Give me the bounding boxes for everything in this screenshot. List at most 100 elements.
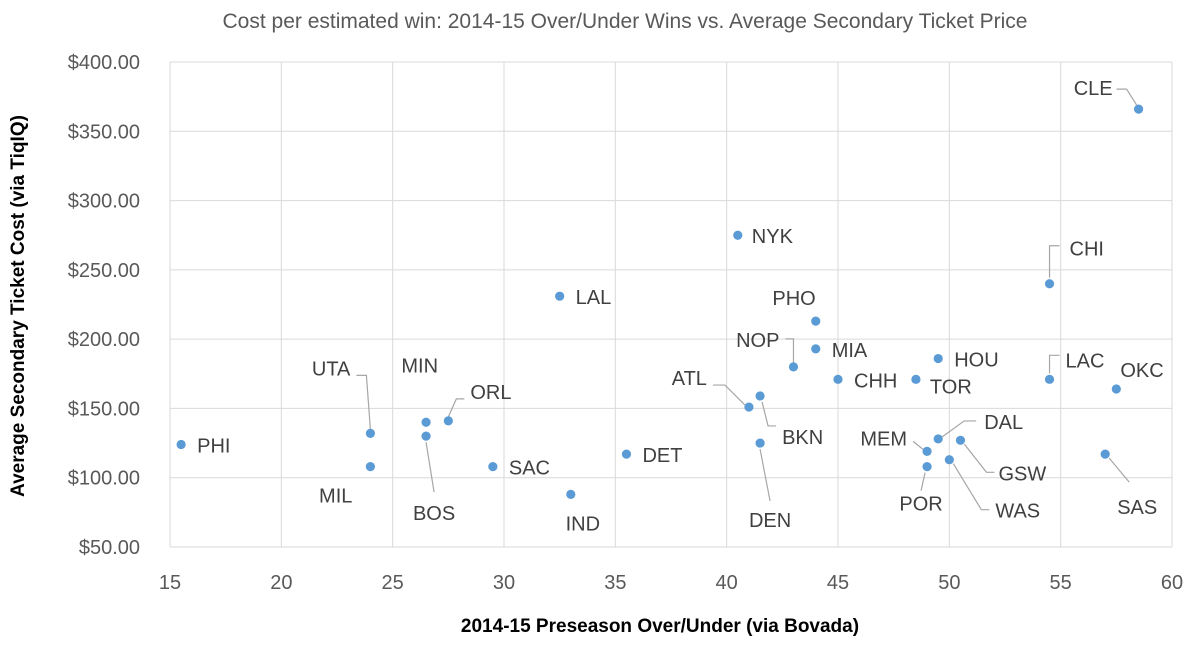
data-point-orl — [443, 416, 453, 426]
point-label-uta: UTA — [312, 358, 351, 380]
data-point-mil — [365, 462, 375, 472]
point-label-bkn: BKN — [782, 427, 823, 449]
leader-line-lac — [1048, 354, 1060, 374]
leader-line-mem — [912, 440, 924, 450]
y-tick-label: $150.00 — [68, 398, 140, 420]
point-label-hou: HOU — [954, 350, 998, 372]
y-tick-label: $100.00 — [68, 468, 140, 490]
x-tick-label: 30 — [493, 572, 515, 594]
data-point-sac — [488, 462, 498, 472]
leader-line-uta — [356, 374, 371, 430]
point-label-det: DET — [642, 445, 682, 467]
data-point-mia — [811, 344, 821, 354]
point-label-chh: CHH — [854, 370, 897, 392]
grid-lines — [169, 61, 1173, 548]
point-label-chi: CHI — [1070, 239, 1104, 261]
data-point-lac — [1044, 374, 1055, 384]
y-tick-label: $50.00 — [79, 537, 140, 559]
point-label-atl: ATL — [672, 368, 707, 390]
point-label-tor: TOR — [930, 376, 972, 398]
data-point-uta — [365, 428, 375, 438]
data-point-cle — [1134, 104, 1144, 114]
leader-line-den — [759, 448, 771, 502]
leader-line-dal — [941, 420, 977, 438]
chart-title: Cost per estimated win: 2014-15 Over/Und… — [223, 10, 1028, 33]
x-tick-label: 35 — [604, 572, 626, 594]
data-points — [176, 104, 1144, 499]
point-label-min: MIN — [401, 355, 438, 377]
data-point-was — [944, 455, 954, 465]
point-labels: PHI UTA MIL MIN BOS ORL SAC LAL IND DET NYK ATL BKN D… — [197, 78, 1164, 535]
point-label-bos: BOS — [413, 503, 455, 525]
point-label-orl: ORL — [470, 382, 511, 404]
x-tick-label: 50 — [938, 572, 960, 594]
leader-line-chi — [1048, 245, 1060, 278]
point-label-nop: NOP — [736, 330, 779, 352]
data-point-tor — [911, 374, 921, 384]
point-label-mil: MIL — [319, 486, 352, 508]
data-point-okc — [1111, 384, 1121, 394]
leader-line-nop — [785, 338, 795, 363]
y-tick-label: $200.00 — [68, 329, 140, 351]
point-label-lal: LAL — [576, 287, 612, 309]
point-label-lac: LAC — [1066, 350, 1105, 372]
x-tick-label: 45 — [827, 572, 849, 594]
y-tick-label: $400.00 — [68, 52, 140, 74]
data-point-chi — [1044, 279, 1055, 289]
data-point-mem — [922, 446, 932, 456]
data-point-nyk — [733, 230, 743, 240]
x-tick-label: 60 — [1161, 572, 1183, 594]
x-tick-label: 25 — [382, 572, 404, 594]
data-point-ind — [566, 489, 576, 499]
data-point-bkn — [755, 391, 765, 401]
point-label-nyk: NYK — [752, 226, 794, 248]
data-point-por — [922, 462, 932, 472]
data-point-bos — [421, 431, 431, 441]
data-point-min — [421, 417, 431, 427]
point-label-phi: PHI — [197, 435, 230, 457]
x-tick-label: 15 — [159, 572, 181, 594]
point-label-cle: CLE — [1074, 78, 1113, 100]
y-tick-label: $250.00 — [68, 260, 140, 282]
point-label-ind: IND — [566, 513, 600, 535]
point-label-sac: SAC — [509, 458, 550, 480]
point-label-por: POR — [899, 494, 942, 516]
y-tick-label: $300.00 — [68, 191, 140, 213]
point-label-dal: DAL — [984, 412, 1023, 434]
point-label-pho: PHO — [772, 288, 815, 310]
data-point-chh — [833, 374, 843, 384]
data-point-gsw — [955, 435, 966, 445]
leader-line-atl — [712, 384, 746, 406]
x-tick-label: 20 — [270, 572, 292, 594]
leader-line-gsw — [963, 443, 995, 473]
point-label-den: DEN — [749, 510, 791, 532]
leader-line-bkn — [761, 401, 777, 427]
x-tick-label: 40 — [716, 572, 738, 594]
x-tick-label: 55 — [1050, 572, 1072, 594]
point-label-mem: MEM — [860, 428, 907, 450]
leader-line-cle — [1116, 88, 1138, 106]
leader-line-bos — [425, 442, 435, 493]
point-label-okc: OKC — [1120, 360, 1163, 382]
data-point-nop — [788, 362, 799, 372]
leader-line-orl — [447, 398, 465, 418]
data-point-atl — [744, 402, 754, 412]
data-point-hou — [933, 353, 943, 364]
y-axis-title: Average Secondary Ticket Cost (via TiqIQ… — [8, 115, 29, 497]
leader-line-was — [952, 463, 990, 511]
data-point-den — [755, 438, 765, 448]
data-point-pho — [811, 316, 821, 326]
tick-labels: 15 20 25 30 35 40 45 50 55 60 $50.00 $100.00 $150.00… — [68, 52, 1183, 594]
point-label-gsw: GSW — [998, 463, 1046, 485]
y-tick-label: $350.00 — [68, 121, 140, 143]
data-point-det — [621, 449, 632, 459]
leader-line-sas — [1108, 457, 1130, 483]
data-point-sas — [1100, 449, 1110, 459]
label-leader-lines — [356, 88, 1138, 511]
point-label-sas: SAS — [1117, 497, 1157, 519]
data-point-dal — [933, 434, 943, 444]
data-point-lal — [555, 291, 565, 301]
x-axis-title: 2014-15 Preseason Over/Under (via Bovada… — [461, 616, 859, 637]
point-label-mia: MIA — [832, 340, 868, 362]
